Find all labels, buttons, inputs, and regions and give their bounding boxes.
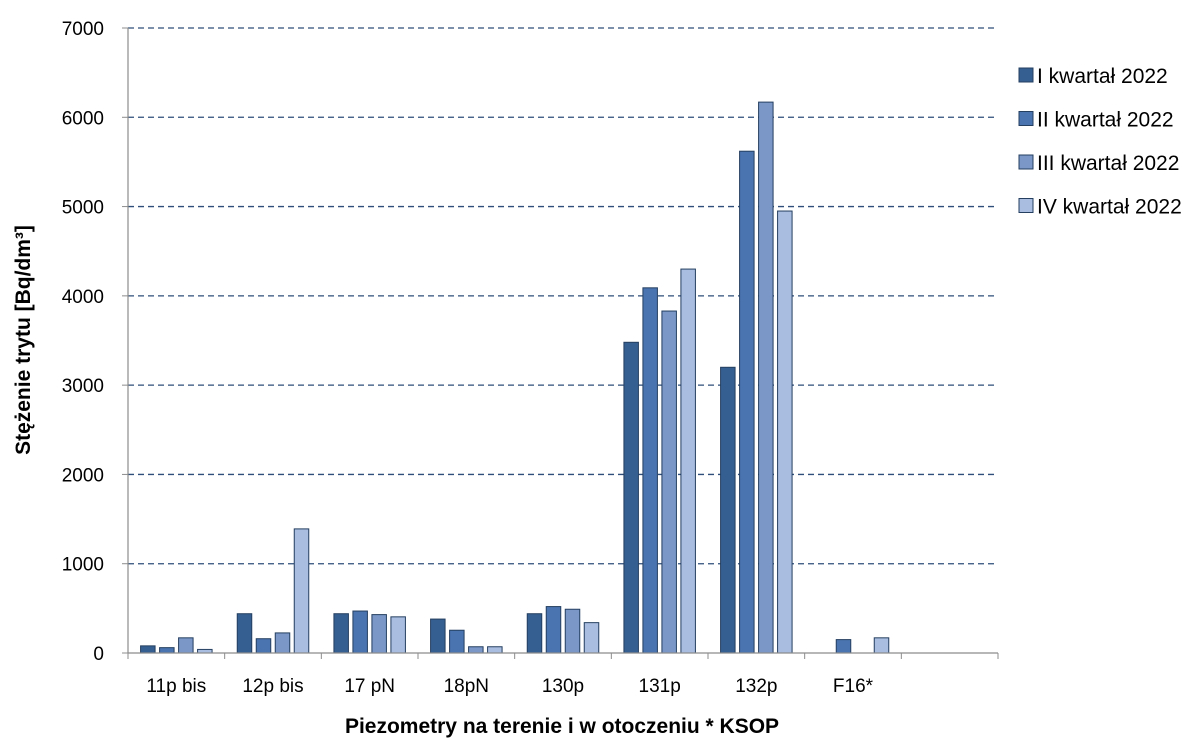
- y-tick-label: 4000: [62, 287, 104, 308]
- bar: [661, 310, 677, 654]
- y-tick-label: 5000: [62, 198, 104, 219]
- legend-entry: IV kwartał 2022: [1018, 196, 1182, 219]
- bar: [720, 366, 736, 654]
- legend-swatch: [1018, 198, 1034, 213]
- bar: [642, 287, 658, 654]
- legend-swatch: [1018, 154, 1034, 170]
- bar: [873, 637, 890, 654]
- legend-entry: I kwartał 2022: [1018, 65, 1168, 88]
- x-axis-title: Piezometry na terenie i w otoczeniu * KS…: [345, 715, 779, 738]
- bar: [159, 647, 175, 654]
- y-tick-label: 0: [93, 644, 104, 665]
- bar: [777, 210, 793, 654]
- legend-entry: II kwartał 2022: [1018, 109, 1174, 132]
- bar: [758, 101, 774, 654]
- bar: [333, 613, 349, 654]
- bar: [430, 618, 446, 654]
- x-tick-label: 132p: [735, 676, 777, 697]
- bar: [487, 646, 503, 654]
- x-tick-label: 11p bis: [146, 676, 206, 697]
- bar: [835, 639, 852, 654]
- legend-swatch: [1018, 111, 1034, 126]
- x-tick-label: 131p: [639, 676, 681, 697]
- x-tick-label: 18pN: [444, 676, 489, 697]
- x-tick-label: 130p: [542, 676, 584, 697]
- bars: [140, 101, 890, 654]
- axes: [122, 27, 999, 659]
- bar: [293, 528, 310, 654]
- legend-swatch: [1018, 67, 1034, 83]
- bar: [623, 341, 639, 654]
- bar: [140, 645, 156, 654]
- y-axis-title: Stężenie trytu [Bq/dm³]: [12, 225, 35, 455]
- tick-labels: 0 1000 2000 3000 4000 5000 6000 7000 11p bis 12p …: [62, 19, 874, 697]
- bar: [680, 268, 696, 654]
- bar: [564, 608, 581, 654]
- y-tick-label: 1000: [62, 555, 104, 576]
- legend: I kwartał 2022 II kwartał 2022 III kwartał…: [1018, 65, 1182, 219]
- legend-label: III kwartał 2022: [1037, 152, 1179, 175]
- y-tick-label: 2000: [62, 465, 104, 486]
- x-tick-label: F16*: [833, 676, 874, 697]
- legend-label: I kwartał 2022: [1037, 65, 1168, 88]
- bar: [390, 616, 406, 654]
- bar: [526, 613, 543, 654]
- legend-label: II kwartał 2022: [1037, 109, 1174, 132]
- legend-label: IV kwartał 2022: [1037, 196, 1182, 219]
- bar: [739, 150, 755, 654]
- x-tick-label: 12p bis: [242, 676, 303, 697]
- y-tick-label: 3000: [62, 376, 104, 397]
- bar: [583, 622, 600, 654]
- bar: [255, 638, 272, 654]
- bar: [468, 646, 484, 654]
- bar: [371, 614, 387, 654]
- bar: [352, 610, 368, 654]
- bar: [449, 629, 465, 654]
- bar: [545, 606, 562, 654]
- bar: [274, 632, 291, 654]
- legend-entry: III kwartał 2022: [1018, 152, 1179, 175]
- bar: [178, 637, 194, 654]
- bar: [236, 613, 253, 654]
- y-tick-label: 6000: [62, 108, 104, 129]
- y-tick-label: 7000: [62, 19, 104, 40]
- gridlines: [128, 27, 998, 565]
- x-tick-label: 17 pN: [344, 676, 395, 697]
